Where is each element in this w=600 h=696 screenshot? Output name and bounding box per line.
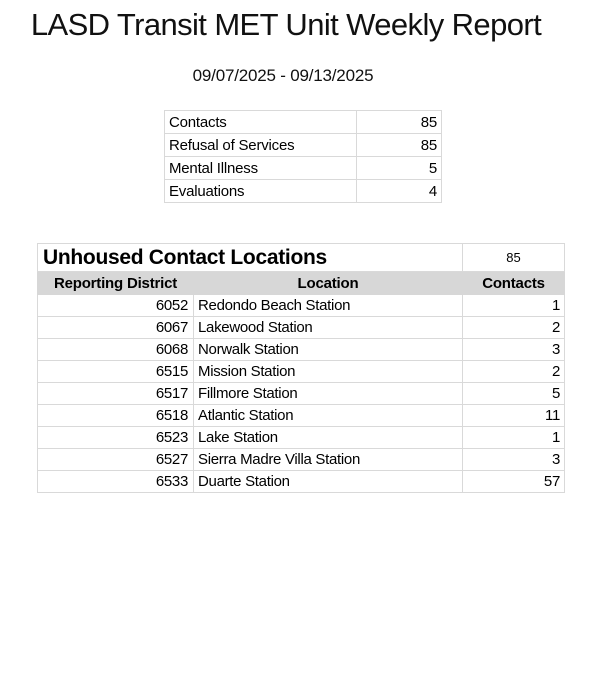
contacts-count-cell: 3	[462, 448, 565, 471]
summary-row: Contacts 85	[164, 110, 442, 134]
summary-metric-value: 85	[356, 110, 442, 134]
contacts-count-cell: 11	[462, 404, 565, 427]
location-row: 6067 Lakewood Station 2	[37, 316, 565, 339]
location-row: 6518 Atlantic Station 11	[37, 404, 565, 427]
reporting-district-cell: 6052	[37, 294, 194, 317]
summary-row: Evaluations 4	[164, 179, 442, 203]
contacts-count-cell: 2	[462, 360, 565, 383]
summary-row: Mental Illness 5	[164, 156, 442, 180]
column-header-location: Location	[193, 271, 463, 295]
locations-total-contacts: 85	[462, 243, 565, 272]
location-row: 6052 Redondo Beach Station 1	[37, 294, 565, 317]
location-name-cell: Fillmore Station	[193, 382, 463, 405]
location-name-cell: Mission Station	[193, 360, 463, 383]
location-row: 6533 Duarte Station 57	[37, 470, 565, 493]
reporting-district-cell: 6527	[37, 448, 194, 471]
contacts-count-cell: 1	[462, 426, 565, 449]
reporting-district-cell: 6515	[37, 360, 194, 383]
location-name-cell: Atlantic Station	[193, 404, 463, 427]
location-row: 6523 Lake Station 1	[37, 426, 565, 449]
location-row: 6515 Mission Station 2	[37, 360, 565, 383]
location-name-cell: Sierra Madre Villa Station	[193, 448, 463, 471]
location-name-cell: Norwalk Station	[193, 338, 463, 361]
location-name-cell: Redondo Beach Station	[193, 294, 463, 317]
summary-metric-label: Evaluations	[164, 179, 357, 203]
contacts-count-cell: 3	[462, 338, 565, 361]
locations-table-title: Unhoused Contact Locations	[37, 243, 463, 272]
summary-row: Refusal of Services 85	[164, 133, 442, 157]
reporting-district-cell: 6068	[37, 338, 194, 361]
location-name-cell: Lakewood Station	[193, 316, 463, 339]
reporting-district-cell: 6067	[37, 316, 194, 339]
summary-metric-label: Mental Illness	[164, 156, 357, 180]
contacts-count-cell: 2	[462, 316, 565, 339]
column-header-reporting-district: Reporting District	[37, 271, 194, 295]
location-name-cell: Lake Station	[193, 426, 463, 449]
contacts-count-cell: 5	[462, 382, 565, 405]
locations-table: Unhoused Contact Locations 85 Reporting …	[37, 243, 565, 493]
reporting-district-cell: 6518	[37, 404, 194, 427]
summary-table: Contacts 85 Refusal of Services 85 Menta…	[164, 110, 442, 203]
summary-metric-label: Refusal of Services	[164, 133, 357, 157]
summary-metric-value: 85	[356, 133, 442, 157]
report-date-range: 09/07/2025 - 09/13/2025	[192, 66, 374, 85]
summary-metric-value: 5	[356, 156, 442, 180]
reporting-district-cell: 6523	[37, 426, 194, 449]
locations-title-row: Unhoused Contact Locations 85	[37, 243, 565, 272]
locations-header-row: Reporting District Location Contacts	[37, 271, 565, 295]
summary-metric-label: Contacts	[164, 110, 357, 134]
column-header-contacts: Contacts	[462, 271, 565, 295]
location-row: 6517 Fillmore Station 5	[37, 382, 565, 405]
contacts-count-cell: 1	[462, 294, 565, 317]
reporting-district-cell: 6533	[37, 470, 194, 493]
summary-metric-value: 4	[356, 179, 442, 203]
location-name-cell: Duarte Station	[193, 470, 463, 493]
contacts-count-cell: 57	[462, 470, 565, 493]
location-row: 6068 Norwalk Station 3	[37, 338, 565, 361]
location-row: 6527 Sierra Madre Villa Station 3	[37, 448, 565, 471]
reporting-district-cell: 6517	[37, 382, 194, 405]
report-title: LASD Transit MET Unit Weekly Report	[30, 7, 542, 42]
